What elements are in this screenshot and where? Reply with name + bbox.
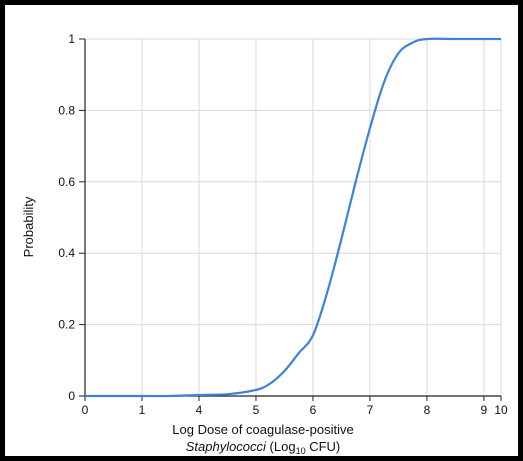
sigmoid-chart: 0 0.2 0.4 0.6 0.8 1 0 1 4 5 6 7 8 9 10 Probability Lo… (21, 32, 508, 456)
x-axis-label-unit-start: (Log (266, 439, 296, 454)
y-axis-label: Probability (21, 196, 36, 257)
x-axis-label-unit-end: CFU) (306, 439, 341, 454)
x-tick-label: 5 (253, 403, 260, 417)
probability-curve (85, 37, 501, 398)
y-tick-label: 1 (68, 32, 75, 46)
x-tick-label: 6 (310, 403, 317, 417)
chart-frame: 0 0.2 0.4 0.6 0.8 1 0 1 4 5 6 7 8 9 10 Probability Lo… (5, 5, 518, 456)
x-tick-label: 0 (82, 403, 89, 417)
x-tick-labels: 0 1 4 5 6 7 8 9 10 (82, 396, 508, 417)
axes (84, 39, 501, 397)
y-tick-label: 0.2 (58, 318, 75, 332)
y-tick-label: 0 (68, 389, 75, 403)
series (85, 37, 501, 398)
x-axis-label-line1: Log Dose of coagulase-positive (172, 422, 353, 437)
y-tick-label: 0.6 (58, 175, 75, 189)
x-tick-label: 4 (196, 403, 203, 417)
y-tick-labels: 0 0.2 0.4 0.6 0.8 1 (58, 32, 85, 403)
x-tick-label: 8 (424, 403, 431, 417)
x-tick-label: 10 (494, 403, 508, 417)
grid (85, 38, 502, 396)
x-axis-label-subscript: 10 (296, 446, 306, 456)
x-axis-label-organism: Staphylococci (186, 439, 267, 454)
x-tick-label: 1 (139, 403, 146, 417)
x-tick-label: 7 (367, 403, 374, 417)
x-axis-label-line2: Staphylococci (Log10 CFU) (186, 439, 341, 456)
y-tick-label: 0.8 (58, 103, 75, 117)
x-tick-label: 9 (481, 403, 488, 417)
y-tick-label: 0.4 (58, 246, 75, 260)
